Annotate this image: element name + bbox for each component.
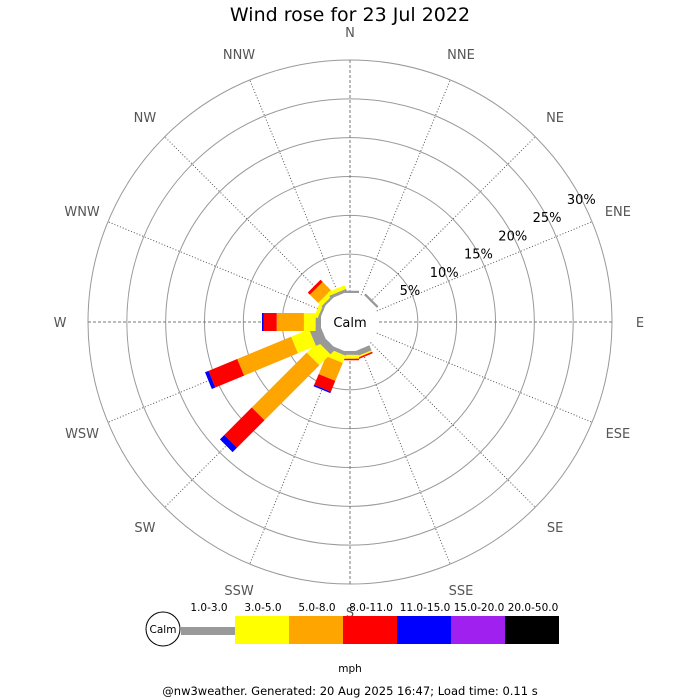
grid-layer [87,59,613,585]
direction-label-w: W [54,316,67,331]
direction-label-se: SE [547,521,563,536]
bar-sse-3-0-5-0 [354,350,373,359]
bar-ssw-8-0-11-0 [314,374,336,392]
bar-sw-11-0-15-0 [219,435,237,453]
direction-label-sse: SSE [449,584,474,599]
bar-sw-3-0-5-0 [306,341,331,366]
chart-title: Wind rose for 23 Jul 2022 [229,4,471,26]
radial-tick-label: 20% [498,229,527,244]
legend-label-11-0-15-0: 11.0-15.0 [400,602,451,614]
bars-layer [205,279,379,453]
grid-circle-5 [126,98,574,546]
bar-wsw-8-0-11-0 [208,359,245,388]
bar-s-8-0-11-0 [341,358,359,361]
labels-layer: N NNE NE ENE E ESE SE SSE S SSW SW WSW W WNW NW NNW 5% 10… [54,26,645,621]
legend-swatch-3-0-5-0 [235,616,289,644]
legend-unit-label: mph [338,663,362,675]
legend-calm-label: Calm [150,624,177,636]
legend-calm-circle [145,611,181,647]
bar-wsw-11-0-15-0 [205,370,216,389]
legend-swatch-15-0-20-0 [451,616,505,644]
direction-label-nw: NW [134,111,157,126]
legend-swatch-20-0-50-0 [505,616,559,644]
calm-circle [324,296,376,348]
direction-label-wsw: WSW [65,427,99,442]
legend-swatch-1-0-3-0 [181,627,235,635]
direction-label-e: E [636,316,644,331]
bar-wsw-3-0-5-0 [291,329,316,354]
radial-tick-label: 30% [567,193,596,208]
bar-nw-8-0-11-0 [307,279,323,295]
legend-label-3-0-5-0: 3.0-5.0 [244,602,281,614]
legend-label-20-0-50-0: 20.0-50.0 [508,602,559,614]
bar-w-8-0-11-0 [263,313,277,331]
footer-text: @nw3weather. Generated: 20 Aug 2025 16:4… [162,684,538,698]
radial-tick-label: 10% [430,266,459,281]
radial-tick-label: 15% [464,248,493,263]
radial-tick-label: 25% [533,211,562,226]
legend-label-8-0-11-0: 8.0-11.0 [349,602,393,614]
bar-w-5-0-8-0 [276,313,304,331]
direction-label-sw: SW [134,521,155,536]
bar-ne-1-0-3-0 [364,293,379,308]
radial-tick-label: 5% [400,284,421,299]
direction-label-ene: ENE [605,205,631,220]
bar-ssw-11-0-15-0 [313,384,331,394]
bar-sw-5-0-8-0 [251,352,320,421]
bar-w-11-0-15-0 [262,313,264,331]
bar-wsw-5-0-8-0 [237,336,298,376]
direction-label-nne: NNE [447,48,475,63]
bar-w-3-0-5-0 [303,313,316,331]
legend-label-5-0-8-0: 5.0-8.0 [298,602,335,614]
direction-label-ne: NE [546,111,564,126]
calm-label: Calm [333,316,366,331]
legend-swatch-5-0-8-0 [289,616,343,644]
bar-sse-8-0-11-0 [355,351,373,361]
legend: Calm 1.0-3.0 3.0-5.0 5.0-8.0 8.0-11.0 11.0-15… [145,602,559,675]
bar-ssw-5-0-8-0 [318,356,343,381]
direction-label-wnw: WNW [64,205,100,220]
legend-swatch-8-0-11-0 [343,616,397,644]
direction-label-ssw: SSW [224,584,254,599]
bar-nnw-1-0-3-0 [329,288,348,299]
legend-swatch-11-0-15-0 [397,616,451,644]
direction-label-ese: ESE [606,427,631,442]
bar-nw-5-0-8-0 [309,281,331,303]
legend-label-15-0-20-0: 15.0-20.0 [454,602,505,614]
legend-label-1-0-3-0: 1.0-3.0 [190,602,227,614]
bar-nnw-3-0-5-0 [327,285,346,296]
direction-label-n: N [345,26,355,41]
direction-label-s: S [346,606,354,621]
direction-label-nnw: NNW [223,48,255,63]
bar-sw-8-0-11-0 [224,407,265,448]
